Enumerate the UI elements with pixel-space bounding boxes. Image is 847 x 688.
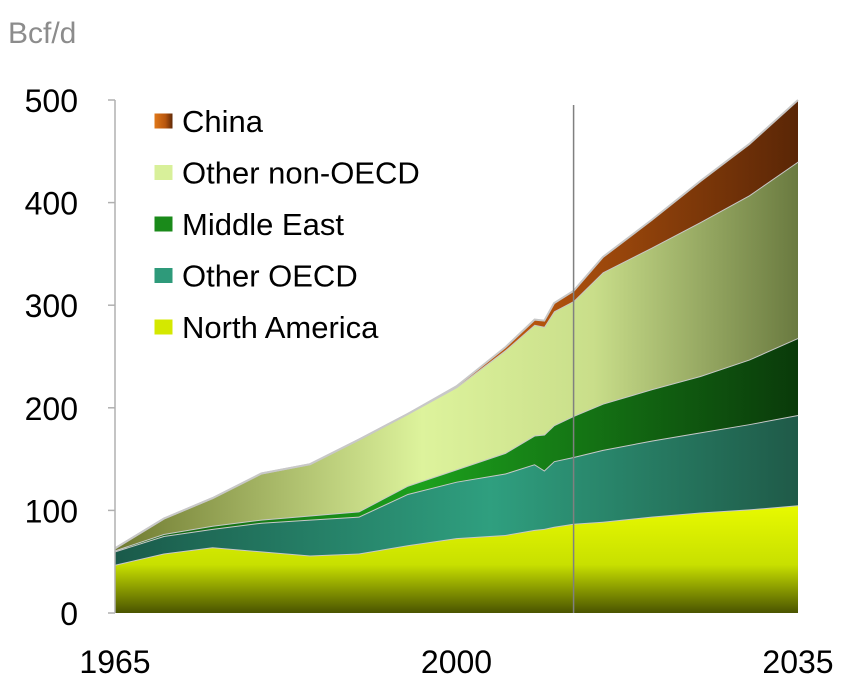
legend-swatch-middle-east bbox=[153, 215, 174, 233]
area-other-non-oecd bbox=[115, 161, 798, 551]
y-tick-label: 0 bbox=[60, 596, 78, 632]
legend-label-china: China bbox=[182, 104, 264, 139]
legend-label-north-america: North America bbox=[182, 310, 379, 345]
legend-swatch-china bbox=[153, 112, 174, 130]
legend-label-middle-east: Middle East bbox=[182, 207, 344, 242]
legend-label-other-oecd: Other OECD bbox=[182, 259, 358, 294]
x-tick-label: 2035 bbox=[762, 644, 833, 680]
axes: 0 100 200 300 400 500 1965 2000 2035 bbox=[25, 83, 834, 680]
area-edge-middle-east bbox=[114, 337, 799, 552]
legend-swatch-other-oecd bbox=[153, 267, 174, 284]
y-tick-label: 500 bbox=[25, 83, 78, 119]
x-tick-label: 2000 bbox=[421, 644, 492, 680]
legend-swatch-other-non-oecd bbox=[153, 164, 174, 181]
y-tick-label: 200 bbox=[25, 391, 78, 427]
legend-swatch-north-america bbox=[153, 318, 174, 336]
area-other-oecd bbox=[115, 415, 798, 565]
y-tick-label: 400 bbox=[25, 186, 78, 222]
area-edge-china bbox=[114, 99, 799, 550]
legend: China Other non-OECD Middle East Other OECD… bbox=[153, 104, 420, 345]
unit-label: Bcf/d bbox=[8, 17, 76, 50]
x-tick-label: 1965 bbox=[79, 644, 150, 680]
y-tick-label: 300 bbox=[25, 288, 78, 324]
area-north-america bbox=[115, 505, 798, 613]
y-tick-label: 100 bbox=[25, 493, 78, 529]
stacked-areas bbox=[114, 99, 799, 613]
legend-label-other-non-oecd: Other non-OECD bbox=[182, 156, 420, 191]
